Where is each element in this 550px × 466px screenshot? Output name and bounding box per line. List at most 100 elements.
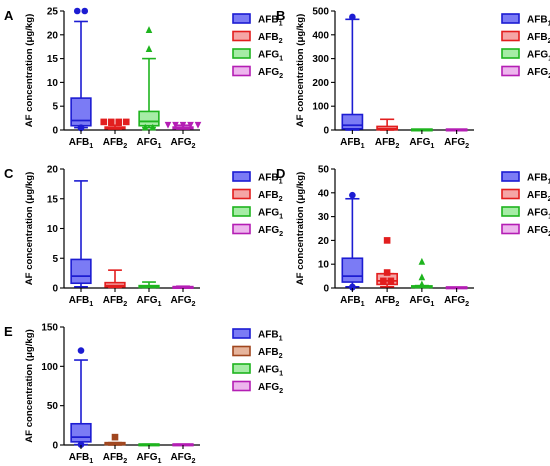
- legend-label: AFB2: [258, 190, 283, 203]
- outlier-point: [149, 123, 157, 131]
- y-tick-label: 150: [41, 323, 58, 334]
- legend-label: AFG2: [527, 67, 550, 80]
- box-iqr: [70, 422, 92, 443]
- panel-letter: C: [4, 166, 14, 181]
- legend-label: AFB2: [258, 347, 283, 360]
- y-tick-label: 20: [47, 30, 59, 41]
- outlier-point: [349, 191, 356, 199]
- legend-label: AFB2: [527, 190, 550, 203]
- legend-swatch: [501, 171, 520, 182]
- legend-label: AFG2: [258, 225, 283, 238]
- outlier-point: [418, 257, 426, 265]
- legend-swatch: [501, 223, 520, 235]
- outlier-point: [187, 121, 194, 129]
- panel-letter: A: [4, 8, 14, 23]
- y-tick-label: 500: [312, 7, 329, 18]
- x-tick-label: AFG1: [136, 137, 161, 150]
- x-tick-label: AFG2: [444, 295, 469, 308]
- legend-swatch: [501, 48, 520, 59]
- outlier-point: [380, 277, 387, 285]
- outlier-point: [145, 26, 153, 33]
- legend-swatch: [501, 13, 520, 24]
- x-tick-label: AFB1: [69, 452, 94, 465]
- outlier-point: [172, 121, 179, 129]
- box-2: [104, 433, 126, 446]
- box-iqr: [341, 257, 364, 283]
- legend-label: AFB2: [527, 32, 550, 45]
- legend-swatch: [232, 345, 251, 357]
- y-tick-label: 15: [47, 54, 59, 65]
- y-tick-label: 20: [318, 236, 330, 247]
- legend-label: AFG2: [527, 225, 550, 238]
- y-axis-title: AF concentration (μg/kg): [24, 329, 35, 443]
- box-iqr: [70, 258, 92, 285]
- outlier-point: [418, 280, 426, 288]
- legend: AFB1 AFB2 AFG1 AFG2: [232, 328, 283, 395]
- legend-swatch: [501, 188, 520, 200]
- legend-swatch: [232, 48, 251, 59]
- y-tick-label: 300: [312, 54, 329, 65]
- x-tick-label: AFB2: [103, 137, 128, 150]
- legend-label: AFG1: [258, 208, 283, 221]
- y-tick-label: 0: [52, 284, 58, 295]
- x-tick-label: AFB1: [69, 295, 94, 308]
- legend-label: AFG1: [527, 50, 550, 63]
- x-tick-label: AFB2: [103, 452, 128, 465]
- x-tick-label: AFG1: [136, 295, 161, 308]
- y-tick-label: 10: [47, 224, 59, 235]
- legend-swatch: [232, 328, 251, 339]
- panel-letter: E: [4, 324, 13, 339]
- legend-label: AFG2: [258, 67, 283, 80]
- outlier-point: [164, 121, 172, 129]
- outlier-point: [349, 13, 356, 21]
- legend-label: AFB1: [258, 173, 283, 186]
- y-tick-label: 25: [47, 7, 59, 18]
- x-tick-label: AFG1: [136, 452, 161, 465]
- x-tick-label: AFB2: [375, 137, 400, 150]
- y-tick-label: 5: [52, 102, 58, 113]
- outlier-point: [107, 118, 115, 126]
- box-2: [376, 118, 399, 131]
- legend-label: AFG1: [527, 208, 550, 221]
- legend-swatch: [232, 223, 251, 235]
- outlier-point: [179, 121, 187, 129]
- legend-label: AFG2: [258, 382, 283, 395]
- box-iqr: [138, 110, 160, 127]
- legend-swatch: [232, 13, 251, 24]
- y-tick-label: 0: [52, 441, 58, 452]
- x-tick-label: AFB2: [375, 295, 400, 308]
- y-tick-label: 30: [318, 212, 330, 223]
- outlier-point: [77, 347, 85, 354]
- box-3: [138, 281, 160, 289]
- legend-label: AFG1: [258, 365, 283, 378]
- outlier-point: [194, 121, 202, 129]
- y-tick-label: 20: [47, 165, 59, 176]
- legend-swatch: [501, 206, 520, 217]
- outlier-point: [145, 45, 153, 52]
- panel-letter: D: [276, 166, 285, 181]
- box-4: [164, 121, 202, 130]
- y-tick-label: 40: [318, 188, 330, 199]
- y-axis-title: AF concentration (μg/kg): [295, 14, 306, 128]
- x-tick-label: AFB1: [340, 295, 365, 308]
- x-tick-label: AFB2: [103, 295, 128, 308]
- box-2: [104, 269, 126, 289]
- y-tick-label: 50: [318, 165, 330, 176]
- legend: AFB1 AFB2 AFG1 AFG2: [501, 171, 550, 238]
- legend-label: AFB2: [258, 32, 283, 45]
- box-1: [341, 13, 364, 131]
- y-axis-title: AF concentration (μg/kg): [24, 14, 35, 128]
- box-1: [341, 191, 364, 291]
- y-tick-label: 10: [47, 78, 59, 89]
- x-tick-label: AFB1: [340, 137, 365, 150]
- box-iqr: [341, 113, 364, 130]
- y-tick-label: 0: [323, 284, 329, 295]
- y-tick-label: 15: [47, 194, 59, 205]
- y-tick-label: 400: [312, 30, 329, 41]
- legend-swatch: [232, 171, 251, 182]
- outlier-point: [100, 118, 108, 126]
- box-3: [138, 26, 160, 131]
